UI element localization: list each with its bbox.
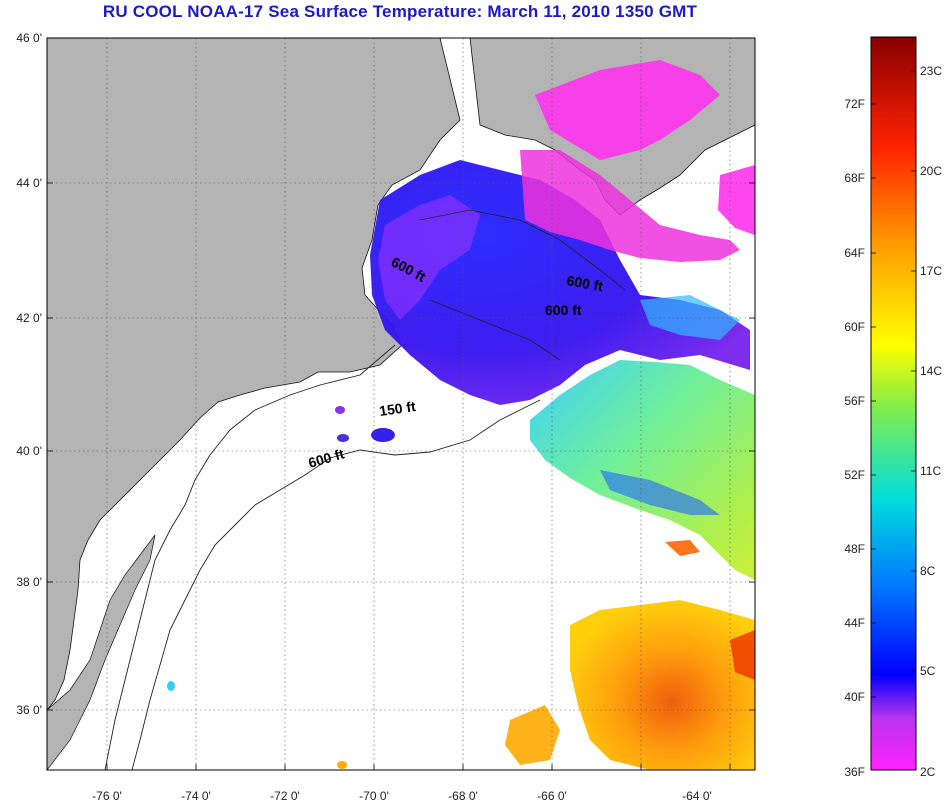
- cb-c-2: 2C: [920, 765, 936, 779]
- sst-warm-small: [665, 540, 700, 556]
- lat-label-42: 42 0': [16, 311, 42, 325]
- lon-label-76: -76 0': [92, 789, 122, 803]
- cb-f-52: 52F: [844, 468, 865, 482]
- sst-gulf-stream: [570, 600, 755, 770]
- sst-patch-4: [167, 681, 175, 691]
- cb-c-17: 17C: [920, 264, 942, 278]
- plot-frame: [46, 37, 756, 771]
- cb-f-60: 60F: [844, 320, 865, 334]
- sst-purple-shelf: [378, 195, 480, 320]
- isobath-gom: [419, 209, 626, 361]
- sst-magenta-east: [718, 165, 755, 235]
- cb-c-14: 14C: [920, 364, 942, 378]
- colorbar: [870, 36, 917, 771]
- sst-warm-red: [730, 630, 755, 680]
- lon-label-68: -68 0': [448, 789, 478, 803]
- land-mainland: [47, 38, 461, 711]
- isobath-150ft: [104, 344, 396, 770]
- cb-f-44: 44F: [844, 616, 865, 630]
- sst-patch-1: [371, 428, 395, 442]
- cb-f-40: 40F: [844, 690, 865, 704]
- cb-f-72: 72F: [844, 97, 865, 111]
- depth-label-150: 150 ft: [378, 398, 417, 419]
- cb-c-20: 20C: [920, 164, 942, 178]
- lat-label-46: 46 0': [16, 31, 42, 45]
- lon-label-74: -74 0': [181, 789, 211, 803]
- lat-label-44: 44 0': [16, 176, 42, 190]
- cb-f-68: 68F: [844, 171, 865, 185]
- lon-label-70: -70 0': [359, 789, 389, 803]
- lat-label-36: 36 0': [16, 703, 42, 717]
- cb-c-8: 8C: [920, 564, 936, 578]
- cb-c-11: 11C: [920, 464, 941, 478]
- sst-magenta-band: [520, 150, 740, 262]
- sst-blue-streak: [600, 470, 720, 515]
- cb-f-64: 64F: [844, 246, 865, 260]
- sst-cyan-patch: [640, 295, 740, 340]
- cb-c-23: 23C: [920, 64, 942, 78]
- lon-label-72: -72 0': [270, 789, 300, 803]
- depth-label-ne-1: 600 ft: [565, 272, 604, 294]
- land-delmarva: [47, 534, 156, 770]
- lat-label-40: 40 0': [16, 444, 42, 458]
- lon-label-66: -66 0': [537, 789, 567, 803]
- graticule: [47, 38, 755, 770]
- sst-magenta-north: [535, 60, 720, 160]
- cb-f-56: 56F: [844, 394, 865, 408]
- cb-f-48: 48F: [844, 542, 865, 556]
- map-title: RU COOL NOAA-17 Sea Surface Temperature:…: [102, 2, 698, 21]
- isobath-600ft: [131, 399, 541, 770]
- sst-warm-dot: [337, 761, 347, 769]
- cb-c-5: 5C: [920, 664, 936, 678]
- sst-patch-3: [335, 406, 345, 414]
- lon-label-64: -64 0': [682, 789, 712, 803]
- lat-label-38: 38 0': [16, 575, 42, 589]
- cb-f-36: 36F: [844, 765, 865, 779]
- sst-warm-blob: [505, 705, 560, 765]
- depth-label-ne-2: 600 ft: [545, 302, 582, 318]
- tick-marks: [47, 182, 755, 770]
- sst-patch-2: [337, 434, 349, 442]
- colorbar-ticks: [871, 70, 916, 698]
- sst-slope-water: [530, 360, 755, 580]
